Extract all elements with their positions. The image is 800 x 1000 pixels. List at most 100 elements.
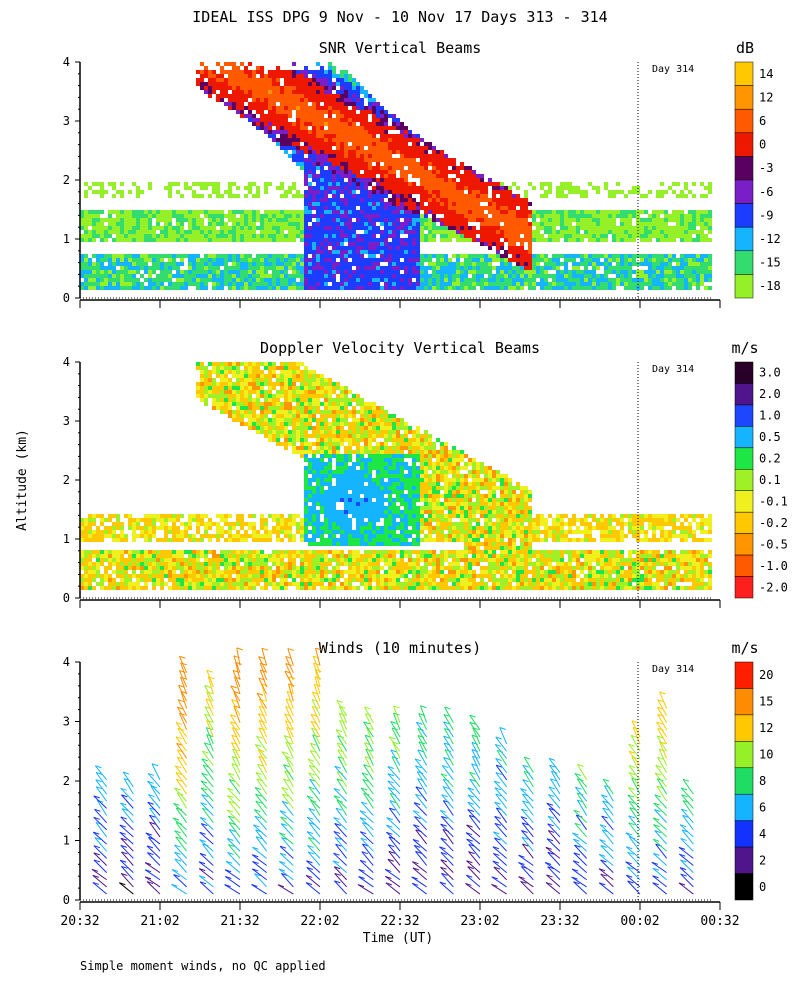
snr-cell: [704, 286, 708, 290]
snr-cell: [340, 186, 344, 190]
snr-cell: [556, 262, 560, 266]
snr-cell: [96, 278, 100, 282]
snr-cell: [304, 234, 308, 238]
snr-cell: [468, 202, 472, 206]
snr-cell: [312, 278, 316, 282]
snr-cell: [408, 270, 412, 274]
snr-cell: [116, 210, 120, 214]
snr-cell: [392, 218, 396, 222]
snr-cell: [332, 126, 336, 130]
snr-cell: [308, 154, 312, 158]
snr-cell: [280, 110, 284, 114]
snr-cell: [652, 222, 656, 226]
snr-cell: [392, 190, 396, 194]
doppler-cell: [212, 534, 216, 538]
snr-cell: [196, 270, 200, 274]
snr-cell: [600, 214, 604, 218]
snr-cell: [488, 222, 492, 226]
snr-cell: [328, 178, 332, 182]
snr-cell: [340, 286, 344, 290]
snr-cell: [484, 270, 488, 274]
snr-cell: [508, 234, 512, 238]
snr-cell: [316, 174, 320, 178]
snr-cell: [620, 262, 624, 266]
snr-cell: [412, 154, 416, 158]
snr-cell: [92, 266, 96, 270]
doppler-cell: [236, 558, 240, 562]
snr-cell: [280, 222, 284, 226]
snr-cell: [496, 238, 500, 242]
snr-cell: [264, 238, 268, 242]
doppler-cell: [152, 582, 156, 586]
snr-cell: [416, 214, 420, 218]
snr-cell: [324, 118, 328, 122]
snr-cell: [376, 250, 380, 254]
snr-cell: [356, 210, 360, 214]
doppler-cell: [176, 582, 180, 586]
snr-cell: [500, 206, 504, 210]
snr-cell: [588, 258, 592, 262]
snr-cell: [400, 210, 404, 214]
snr-cell: [328, 150, 332, 154]
doppler-cell: [164, 530, 168, 534]
doppler-cell: [84, 522, 88, 526]
doppler-cell: [224, 382, 228, 386]
doppler-cell: [176, 578, 180, 582]
doppler-cell: [216, 554, 220, 558]
doppler-cell: [136, 578, 140, 582]
snr-cell: [352, 142, 356, 146]
doppler-cell: [196, 578, 200, 582]
snr-cell: [436, 266, 440, 270]
snr-cell: [656, 230, 660, 234]
snr-cell: [404, 138, 408, 142]
snr-cell: [356, 270, 360, 274]
snr-cell: [616, 274, 620, 278]
snr-cell: [656, 222, 660, 226]
snr-cell: [704, 186, 708, 190]
snr-cell: [692, 218, 696, 222]
doppler-cell: [236, 522, 240, 526]
snr-cell: [200, 62, 204, 66]
snr-cell: [632, 186, 636, 190]
snr-cell: [468, 218, 472, 222]
snr-cell: [80, 234, 84, 238]
snr-cell: [236, 186, 240, 190]
doppler-cell: [172, 538, 176, 542]
snr-cell: [468, 186, 472, 190]
doppler-cell: [208, 362, 212, 366]
snr-cell: [280, 254, 284, 258]
snr-cell: [244, 286, 248, 290]
snr-cell: [532, 266, 536, 270]
snr-cell: [324, 198, 328, 202]
snr-cell: [300, 102, 304, 106]
snr-cell: [560, 222, 564, 226]
snr-cell: [216, 234, 220, 238]
snr-cell: [336, 110, 340, 114]
snr-cell: [160, 258, 164, 262]
snr-cell: [580, 234, 584, 238]
snr-cell: [664, 258, 668, 262]
doppler-cell: [152, 518, 156, 522]
snr-cell: [180, 222, 184, 226]
doppler-cell: [220, 534, 224, 538]
snr-cell: [436, 206, 440, 210]
snr-cell: [656, 234, 660, 238]
snr-cell: [412, 150, 416, 154]
snr-cell: [376, 166, 380, 170]
doppler-cell: [220, 374, 224, 378]
snr-cell: [512, 238, 516, 242]
snr-cell: [572, 258, 576, 262]
snr-cell: [276, 126, 280, 130]
snr-cell: [332, 74, 336, 78]
doppler-cell: [224, 530, 228, 534]
doppler-cell: [208, 394, 212, 398]
doppler-cell: [204, 586, 208, 590]
doppler-cell: [84, 578, 88, 582]
doppler-cell: [164, 522, 168, 526]
snr-cell: [420, 186, 424, 190]
snr-cell: [356, 246, 360, 250]
snr-cell: [292, 266, 296, 270]
snr-cell: [448, 282, 452, 286]
snr-cell: [116, 286, 120, 290]
snr-cell: [300, 90, 304, 94]
